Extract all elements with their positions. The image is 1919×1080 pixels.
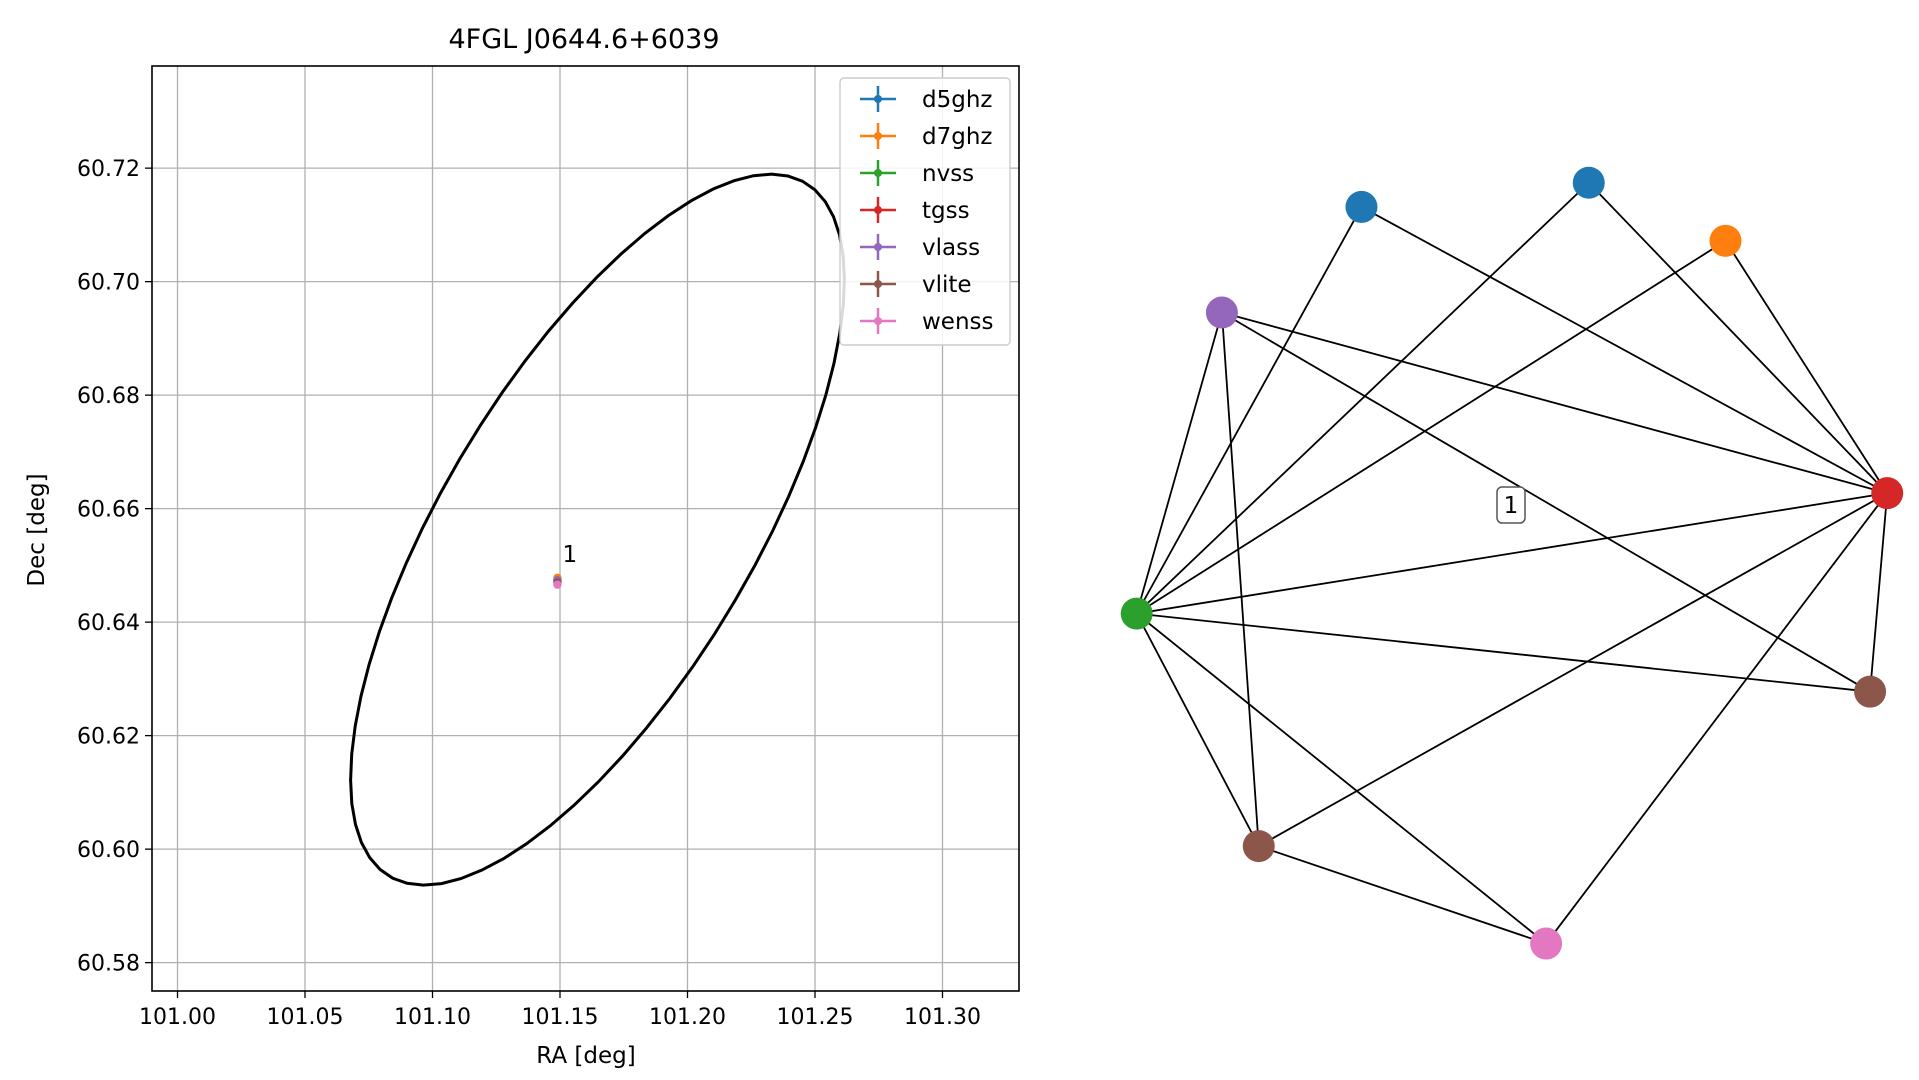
legend-box [839, 77, 1011, 346]
legend-entry-tgss: tgss [860, 197, 970, 224]
graph-edge [1588, 182, 1888, 494]
legend-marker-dot [874, 169, 882, 177]
legend-marker-dot [874, 317, 882, 325]
x-tick-label: 101.05 [267, 1005, 344, 1030]
y-axis-ticks: 60.58 60.60 60.62 60.64 60.66 60.68 60.70 60.72 [77, 157, 152, 977]
graph-node [1530, 927, 1563, 960]
y-tick-label: 60.68 [77, 384, 140, 409]
y-tick-label: 60.64 [77, 611, 140, 636]
network-panel: 1 [1120, 166, 1904, 960]
x-tick-label: 101.00 [139, 1005, 216, 1030]
legend-marker-dot [874, 95, 882, 103]
cluster-label: 1 [1496, 486, 1526, 524]
legend-label: vlass [922, 235, 980, 261]
graph-edge [1135, 206, 1363, 615]
x-tick-label: 101.25 [777, 1005, 854, 1030]
cluster-label-text: 1 [1504, 493, 1519, 519]
graph-node [1854, 675, 1887, 708]
graph-edge [1545, 492, 1888, 945]
y-tick-label: 60.66 [77, 498, 140, 523]
legend-entry-vlass: vlass [860, 234, 980, 261]
y-tick-label: 60.60 [77, 838, 140, 863]
legend-marker-dot [874, 280, 882, 288]
node-layer [1120, 166, 1904, 960]
x-tick-label: 101.20 [649, 1005, 726, 1030]
x-tick-label: 101.10 [394, 1005, 471, 1030]
graph-edge [1258, 845, 1547, 945]
graph-edge [1258, 492, 1888, 847]
edge-layer [1135, 182, 1889, 945]
graph-edge [1869, 493, 1889, 692]
graph-edge [1361, 206, 1888, 494]
graph-edge [1135, 312, 1223, 614]
graph-node [1572, 166, 1605, 199]
graph-edge [1221, 311, 1871, 693]
legend: d5ghz d7ghz nvss tgss vlass vlite wenss [839, 77, 1011, 346]
y-tick-label: 60.58 [77, 952, 140, 977]
graph-edge [1221, 312, 1260, 847]
legend-label: d5ghz [922, 87, 992, 113]
legend-entry-wenss: wenss [860, 308, 994, 335]
graph-edge [1136, 240, 1726, 615]
legend-entry-vlite: vlite [860, 271, 972, 298]
cluster-label-box [1496, 486, 1526, 524]
y-axis-label: Dec [deg] [24, 473, 50, 586]
legend-marker-dot [874, 243, 882, 251]
graph-node [1345, 190, 1378, 223]
points-layer: 1 [553, 542, 577, 589]
graph-edge [1221, 311, 1888, 495]
chart-title: 4FGL J0644.6+6039 [448, 24, 719, 55]
legend-entries: d5ghz d7ghz nvss tgss vlass vlite wenss [860, 86, 994, 335]
legend-marker-dot [874, 206, 882, 214]
x-axis-label: RA [deg] [536, 1043, 635, 1069]
y-tick-label: 60.62 [77, 725, 140, 750]
legend-entry-nvss: nvss [860, 160, 974, 187]
legend-label: d7ghz [922, 124, 992, 150]
plot-frame [151, 65, 1020, 992]
graph-edge [1136, 492, 1888, 615]
graph-node [1120, 597, 1153, 630]
y-tick-label: 60.72 [77, 157, 140, 182]
legend-label: tgss [922, 198, 970, 224]
legend-entry-d7ghz: d7ghz [860, 123, 992, 150]
graph-edge [1136, 182, 1590, 615]
graph-node [1242, 830, 1275, 863]
graph-edge [1136, 612, 1547, 945]
graph-edge [1724, 240, 1888, 494]
legend-label: wenss [922, 309, 994, 335]
scatter-panel: 4FGL J0644.6+6039 1 101.00 101.05 101.10 10… [24, 24, 1020, 1069]
graph-edge [1135, 613, 1260, 847]
y-tick-label: 60.70 [77, 271, 140, 296]
graph-node [1709, 224, 1742, 257]
graph-node [1205, 296, 1238, 329]
legend-label: vlite [922, 272, 972, 298]
x-tick-label: 101.30 [904, 1005, 981, 1030]
legend-entry-d5ghz: d5ghz [860, 86, 992, 113]
graph-node [1871, 477, 1904, 510]
data-point-wenss [553, 580, 562, 589]
ellipse-layer [349, 172, 846, 887]
legend-marker-dot [874, 132, 882, 140]
x-axis-ticks: 101.00 101.05 101.10 101.15 101.20 101.25 101.… [139, 991, 981, 1030]
x-tick-label: 101.15 [522, 1005, 599, 1030]
point-annotation: 1 [563, 542, 578, 568]
legend-label: nvss [922, 161, 974, 187]
error-ellipse [349, 172, 846, 887]
